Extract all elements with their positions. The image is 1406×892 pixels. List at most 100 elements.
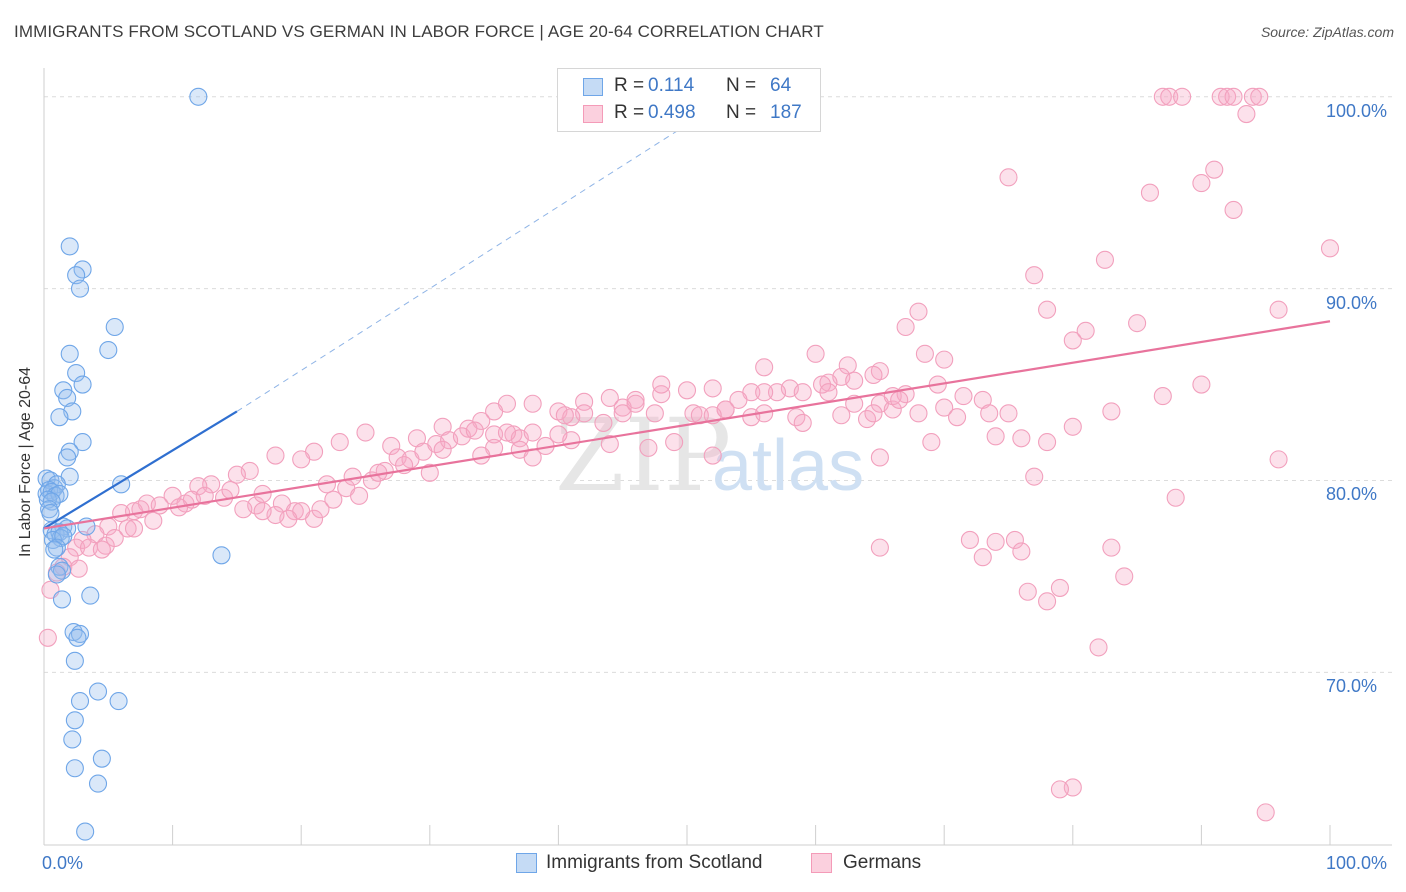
r-value: 0.114 <box>648 75 695 96</box>
scotland-point <box>50 408 69 427</box>
germans-point <box>1224 87 1243 106</box>
scotland-point <box>47 538 66 557</box>
x-tick-label-max: 100.0% <box>1326 853 1388 873</box>
germans-point <box>1218 87 1237 106</box>
stats-legend: R = 0.114 N = 64 R = 0.498 N = 187 <box>557 68 821 132</box>
germans-point <box>594 413 613 432</box>
germans-points <box>38 87 1340 822</box>
germans-point <box>465 421 484 440</box>
germans-point <box>600 388 619 408</box>
germans-point <box>555 406 574 425</box>
trend-lines <box>43 107 1331 530</box>
germans-point <box>350 486 369 505</box>
germans-point <box>819 383 838 402</box>
germans-point <box>819 373 838 392</box>
scotland-point <box>47 565 66 584</box>
scotland-point <box>60 237 79 256</box>
germans-point <box>1102 402 1121 421</box>
germans-point <box>227 465 246 484</box>
germans-point <box>1160 87 1179 106</box>
scotland-point <box>63 730 82 749</box>
germans-point <box>665 433 684 452</box>
scotland-point <box>41 504 60 523</box>
stats-row-scotland: R = 0.114 N = 64 <box>558 75 820 101</box>
germans-point <box>703 379 722 398</box>
germans-point <box>472 446 491 465</box>
germans-point <box>112 504 131 523</box>
germans-point <box>523 394 542 413</box>
scotland-point <box>105 317 124 337</box>
scotland-point <box>52 590 72 609</box>
germans-point <box>420 463 439 482</box>
germans-point <box>73 530 92 550</box>
legend-germans-swatch <box>811 853 832 873</box>
grid-lines <box>44 96 1392 673</box>
scotland-point <box>73 433 92 452</box>
germans-point <box>652 375 671 394</box>
germans-point <box>973 548 992 567</box>
germans-point <box>645 404 664 423</box>
scotland-point <box>189 87 208 106</box>
germans-point <box>600 434 619 454</box>
germans-point <box>870 538 889 557</box>
germans-point <box>729 390 748 409</box>
germans-point <box>915 344 934 363</box>
germans-point <box>523 423 542 442</box>
germans-point <box>639 438 658 457</box>
germans-point <box>677 381 697 400</box>
germans-point <box>292 450 311 469</box>
germans-point <box>92 540 111 559</box>
watermark-atlas: atlas <box>712 426 864 506</box>
germans-point <box>948 408 967 427</box>
r-label: R = <box>614 75 645 96</box>
scotland-point <box>60 344 79 363</box>
r-label: R = <box>614 102 645 123</box>
y-tick-label: 70.0% <box>1326 676 1378 697</box>
germans-point <box>1089 638 1108 657</box>
scotland-point <box>88 774 108 793</box>
n-label: N = <box>726 102 757 123</box>
r-value: 0.498 <box>648 102 696 123</box>
germans-point <box>838 356 857 375</box>
germans-point <box>253 502 272 521</box>
germans-point <box>1269 300 1288 319</box>
germans-point <box>433 440 452 459</box>
germans-point <box>69 559 88 578</box>
germans-point <box>755 358 774 377</box>
germans-point <box>864 404 883 423</box>
germans-point <box>935 350 954 369</box>
germans-point <box>330 433 349 452</box>
germans-point <box>1050 578 1069 597</box>
germans-point <box>41 580 60 599</box>
germans-point <box>870 448 889 467</box>
germans-point <box>549 425 568 444</box>
germans-point <box>1173 87 1192 106</box>
germans-point <box>1192 375 1211 394</box>
scotland-point <box>70 692 90 711</box>
germans-point <box>1102 538 1121 557</box>
scotland-point <box>58 388 77 408</box>
germans-point <box>1237 104 1256 124</box>
scotland-point <box>58 448 77 467</box>
germans-point <box>793 413 812 432</box>
scotland-point <box>54 527 73 546</box>
germans-point <box>960 530 979 550</box>
germans-point <box>755 383 774 402</box>
scotland-point <box>81 586 100 605</box>
germans-point <box>1038 300 1057 319</box>
germans-point <box>883 400 902 419</box>
scotland-point <box>65 651 84 670</box>
scotland-point <box>51 528 70 548</box>
germans-point <box>613 404 632 423</box>
germans-point <box>986 532 1005 551</box>
n-value: 64 <box>770 75 792 96</box>
stats-row-germans: R = 0.498 N = 187 <box>558 102 820 128</box>
scotland-point <box>65 711 84 730</box>
germans-point <box>1012 429 1031 448</box>
germans-point <box>1140 183 1160 202</box>
scotland-point <box>92 749 111 768</box>
legend-germans-label: Germans <box>843 852 922 873</box>
germans-point <box>105 528 124 548</box>
scotland-point <box>70 279 90 298</box>
